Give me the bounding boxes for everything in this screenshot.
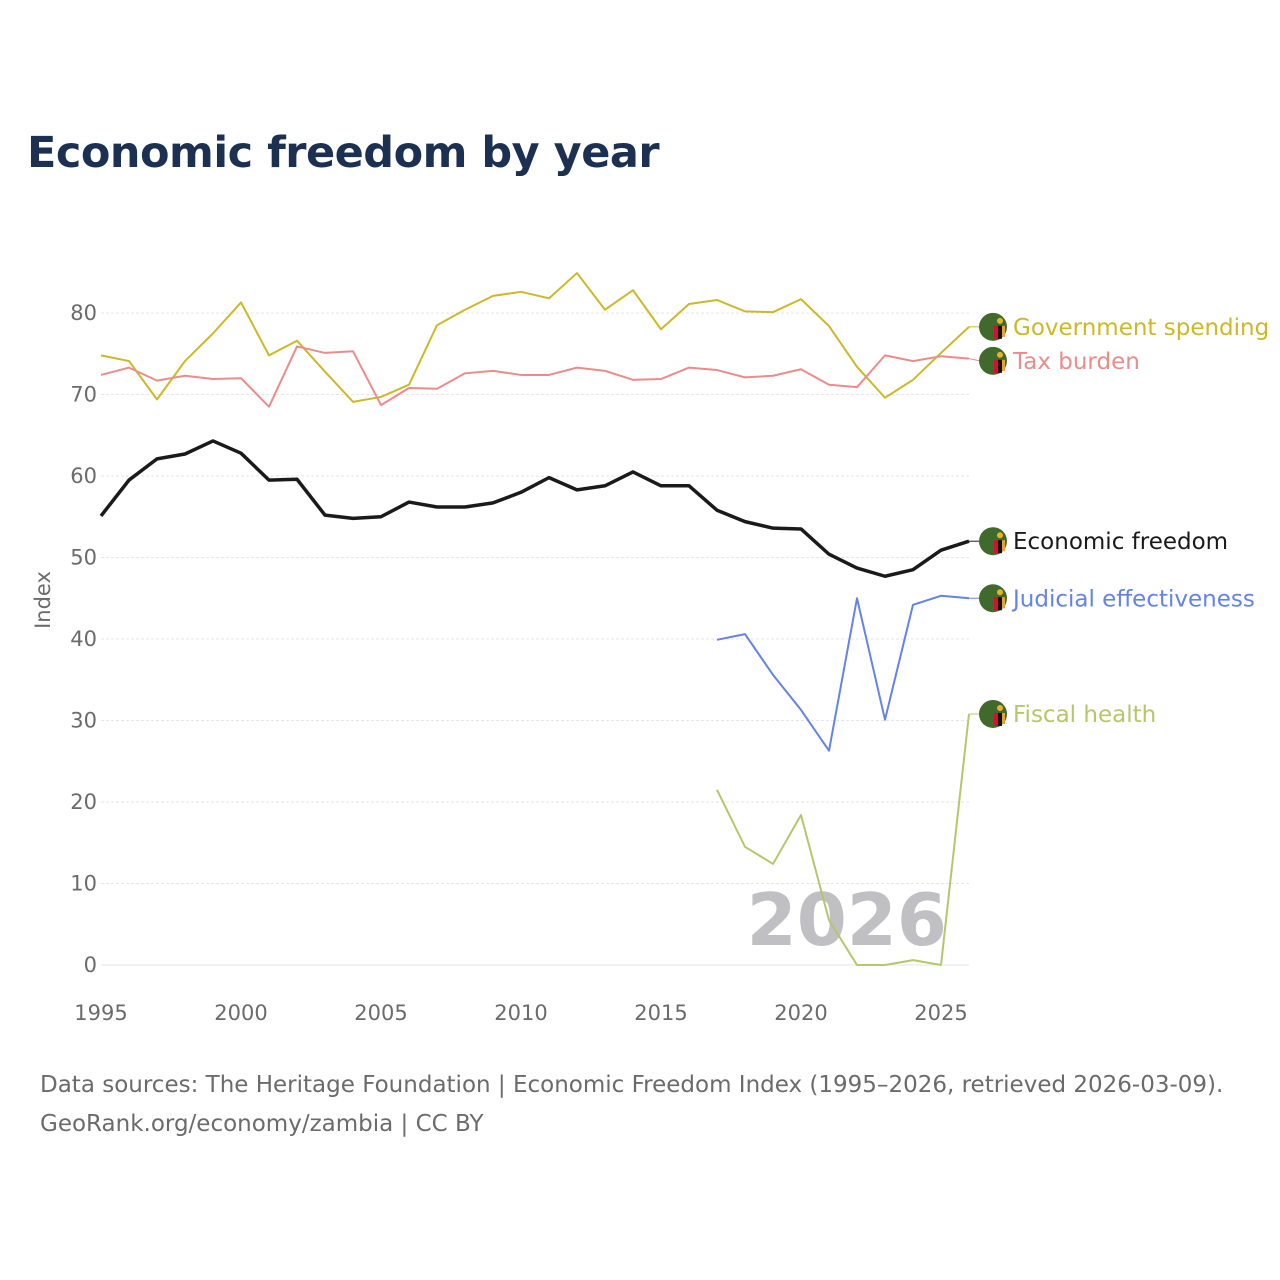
flag-stripe-orange [1002,597,1005,609]
flag-eagle [997,704,1003,711]
y-tick-label: 70 [70,383,97,407]
y-axis-label: Index [31,571,55,629]
series-line-judicial-effectiveness [716,594,970,752]
x-tick-label: 2000 [214,1001,267,1025]
series-label-group [969,584,1007,613]
zambia-flag-icon [979,346,1007,375]
flag-eagle [997,317,1003,324]
x-tick-label: 2025 [914,1001,967,1025]
x-tick-label: 2005 [354,1001,407,1025]
x-tick-label: 1995 [74,1001,127,1025]
flag-stripe-orange [1002,712,1005,724]
series-label: Tax burden [1012,349,1140,375]
series-line-economic-freedom [99,439,970,578]
flag-eagle [997,589,1003,596]
flag-stripe-red [994,325,998,339]
y-tick-label: 20 [70,790,97,814]
flag-stripe-black [998,597,1002,611]
flag-stripe-red [994,540,998,554]
flag-stripe-orange [1002,359,1005,371]
y-tick-label: 10 [70,872,97,896]
flag-stripe-red [994,597,998,611]
y-tick-label: 40 [70,627,97,651]
series-label: Fiscal health [1013,702,1156,728]
flag-stripe-red [994,712,998,726]
zambia-flag-icon [979,527,1007,556]
series-line-tax-burden [100,345,970,408]
x-tick-label: 2015 [634,1001,687,1025]
x-tick-label: 2020 [774,1001,827,1025]
flag-eagle [997,351,1003,358]
series-line-fiscal-health [716,713,970,966]
y-tick-label: 0 [84,953,97,977]
series-label-group [969,699,1007,728]
series-line-government-spending [100,272,970,403]
flag-stripe-orange [1002,540,1005,552]
x-tick-label: 2010 [494,1001,547,1025]
y-tick-label: 30 [70,709,97,733]
zambia-flag-icon [979,584,1007,613]
flag-stripe-black [998,540,1002,554]
source-text: Data sources: The Heritage Foundation | … [40,1072,1224,1098]
zambia-flag-icon [979,699,1007,728]
series-label-group [968,346,1007,375]
flag-stripe-black [998,359,1002,373]
chart-title: Economic freedom by year [27,128,660,178]
y-tick-label: 80 [70,301,97,325]
y-tick-label: 60 [70,464,97,488]
label-connector [968,358,981,362]
series-label: Judicial effectiveness [1011,586,1255,612]
series-label-group [969,527,1007,556]
zambia-flag-icon [979,312,1007,341]
license-text: GeoRank.org/economy/zambia | CC BY [40,1111,484,1137]
series-label: Government spending [1013,315,1269,341]
flag-stripe-black [998,712,1002,726]
flag-stripe-black [998,325,1002,339]
series-label-group [969,312,1007,341]
y-tick-label: 50 [70,546,97,570]
flag-stripe-red [994,359,998,373]
series-label: Economic freedom [1013,529,1228,555]
flag-stripe-orange [1002,325,1005,337]
flag-eagle [997,532,1003,539]
footer: Data sources: The Heritage Foundation | … [40,1066,1223,1144]
